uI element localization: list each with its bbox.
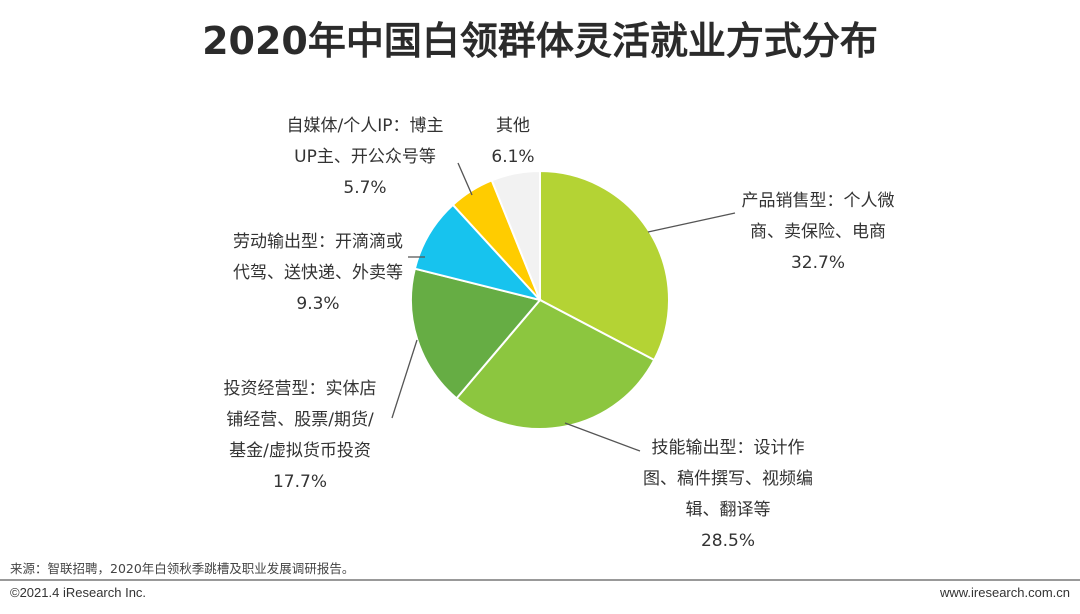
pie-slice <box>455 298 656 430</box>
pie-slice <box>490 169 541 301</box>
copyright-text: ©2021.4 iResearch Inc. <box>10 585 147 600</box>
leader-line <box>457 162 473 196</box>
pie-slice <box>410 267 542 400</box>
chart-title: 2020年中国白领群体灵活就业方式分布 <box>202 19 878 63</box>
slice-label: 产品销售型：个人微商、卖保险、电商 32.7% <box>742 191 895 273</box>
slice-label: 自媒体/个人IP：博主 UP主、开公众号等 5.7% <box>287 116 444 198</box>
leader-line <box>391 339 418 419</box>
pie-slice <box>539 169 670 362</box>
leader-line <box>647 212 736 233</box>
slice-label: 投资经营型：实体店铺经营、股票/期货/基金/虚拟货币投资 17.7% <box>224 379 377 492</box>
leader-line <box>564 422 641 452</box>
footer-divider <box>0 579 1080 581</box>
slice-label: 其他 6.1% <box>491 116 534 167</box>
slice-label: 劳动输出型：开滴滴或代驾、送快递、外卖等 9.3% <box>233 232 403 314</box>
source-note: 来源：智联招聘，2020年白领秋季跳槽及职业发展调研报告。 <box>10 561 355 576</box>
slice-label: 技能输出型：设计作图、稿件撰写、视频编辑、翻译等 28.5% <box>643 438 813 551</box>
website-url: www.iresearch.com.cn <box>939 585 1070 600</box>
